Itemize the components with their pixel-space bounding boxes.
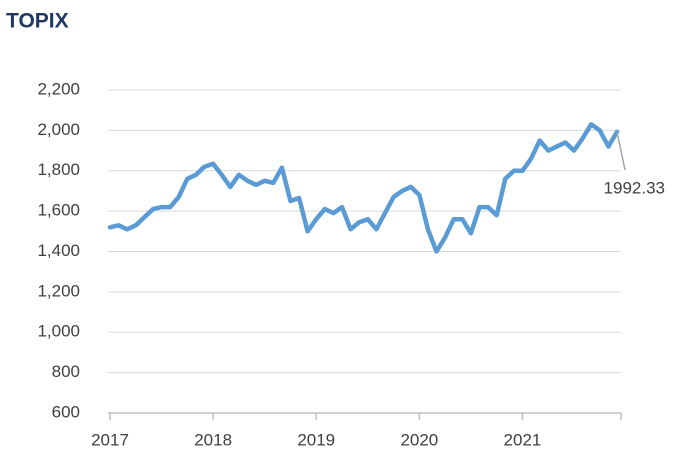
x-tick-label: 2020 xyxy=(400,430,438,449)
x-tick-label: 2019 xyxy=(297,430,335,449)
y-tick-label: 1,000 xyxy=(37,322,80,341)
y-tick-label: 1,400 xyxy=(37,241,80,260)
x-tick-label: 2021 xyxy=(504,430,542,449)
data-label: 1992.33 xyxy=(604,178,665,197)
series-line xyxy=(107,122,620,254)
y-tick-label: 2,200 xyxy=(37,79,80,98)
chart-title: TOPIX xyxy=(6,10,69,33)
y-tick-label: 1,200 xyxy=(37,281,80,300)
y-tick-label: 1,800 xyxy=(37,160,80,179)
x-tick-label: 2017 xyxy=(91,430,129,449)
y-tick-label: 2,000 xyxy=(37,120,80,139)
y-tick-label: 800 xyxy=(52,362,80,381)
x-tick-label: 2018 xyxy=(194,430,232,449)
label-leader xyxy=(616,131,626,171)
y-tick-label: 1,600 xyxy=(37,201,80,220)
y-tick-label: 600 xyxy=(52,402,80,421)
